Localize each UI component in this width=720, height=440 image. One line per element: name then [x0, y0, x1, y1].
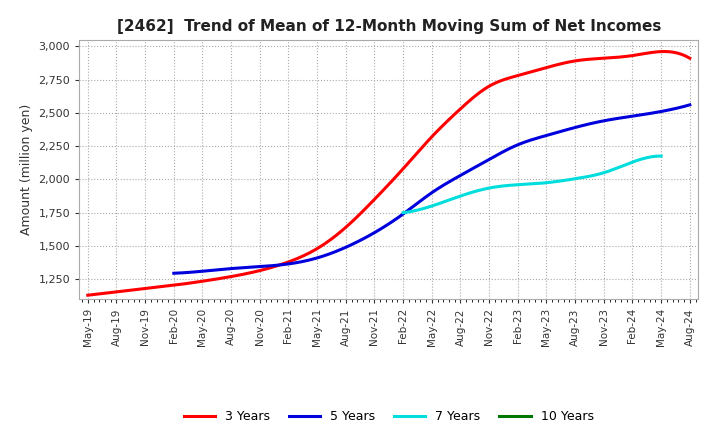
Title: [2462]  Trend of Mean of 12-Month Moving Sum of Net Incomes: [2462] Trend of Mean of 12-Month Moving … — [117, 19, 661, 34]
Y-axis label: Amount (million yen): Amount (million yen) — [20, 104, 33, 235]
Legend: 3 Years, 5 Years, 7 Years, 10 Years: 3 Years, 5 Years, 7 Years, 10 Years — [179, 405, 598, 428]
